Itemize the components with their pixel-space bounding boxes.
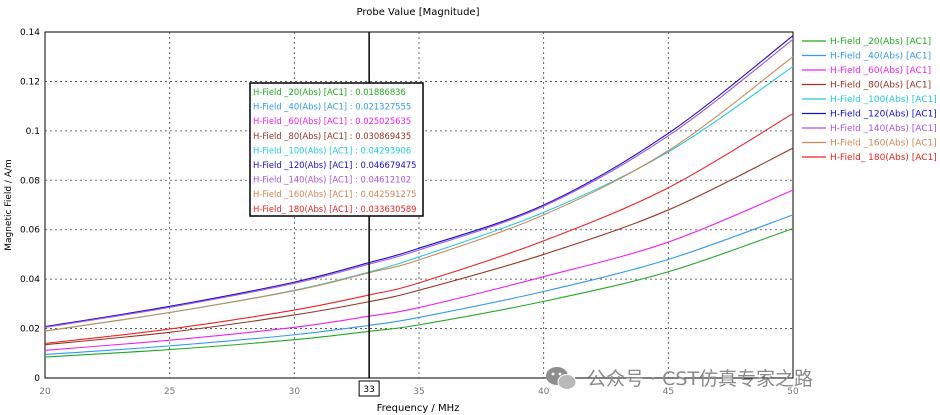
legend-entry: H-Field _120(Abs) [AC1] [830,110,937,120]
series-line [44,227,794,358]
readout-box-frame [249,82,424,217]
y-tick-label: 0.02 [20,325,40,335]
readout-box: H-Field _20(Abs) [AC1] : 0.01886836 H-Fie… [249,82,424,217]
series-line [44,214,794,356]
watermark-text: 公众号 · CST仿真专家之路 [587,368,813,390]
marker-label: 33 [363,385,374,395]
series-line [44,147,794,346]
y-axis-ticks: 0 0.02 0.04 0.06 0.08 0.1 0.12 0.14 [20,28,40,384]
legend-entry: H-Field _80(Abs) [AC1] [830,81,931,91]
x-tick-label: 40 [538,387,550,397]
x-axis-label: Frequency / MHz [377,403,460,414]
readout-entry: H-Field _160(Abs) [AC1] : 0.042591275 [253,189,416,199]
legend-entry: H-Field _60(Abs) [AC1] [830,66,931,76]
y-tick-label: 0.1 [26,127,40,137]
legend-entry: H-Field_ 180(Abs) [AC1] [830,153,937,163]
y-tick-label: 0 [34,374,40,384]
x-tick-label: 30 [289,387,301,397]
y-tick-label: 0.14 [20,28,40,38]
x-tick-label: 50 [787,387,799,397]
legend-entry: H-Field _160(Abs) [AC1] [830,139,937,149]
readout-entry: H-Field _40(Abs) [AC1] : 0.021327555 [253,102,411,112]
x-tick-label: 45 [663,387,674,397]
y-axis-label: Magnetic Field / A/m [4,159,14,251]
y-tick-label: 0.12 [20,77,40,87]
y-tick-label: 0.06 [20,226,40,236]
readout-entry: H-Field _100(Abs) [AC1] : 0.04293906 [253,145,411,155]
x-axis-ticks: 20 25 30 35 40 45 50 [39,387,799,397]
series-line [44,56,794,332]
readout-entry: H-Field _20(Abs) [AC1] : 0.01886836 [253,87,406,97]
readout-entry: H-Field_ 180(Abs) [AC1] : 0.033630589 [253,204,416,214]
legend-entry: H-Field _40(Abs) [AC1] [830,52,931,62]
x-tick-label: 25 [164,387,175,397]
series-line [44,113,794,344]
legend-entry: H-Field _20(Abs) [AC1] [830,37,931,47]
y-tick-label: 0.04 [20,275,40,285]
series-line [44,189,794,351]
wechat-icon [546,367,577,390]
series-line [44,38,794,328]
x-tick-label: 35 [413,387,424,397]
series-line [44,35,794,328]
legend-entry: H-Field _140(Abs) [AC1] [830,124,937,134]
chart-title: Probe Value [Magnitude] [357,7,480,18]
readout-entry: H-Field _140(Abs) [AC1] : 0.04612102 [253,175,411,185]
legend-entry: H-Field _100(Abs) [AC1] [830,95,937,105]
legend: H-Field _20(Abs) [AC1] H-Field _40(Abs) [… [802,37,937,163]
marker-label-box[interactable] [358,380,380,397]
readout-entry: H-Field _80(Abs) [AC1] : 0.030869435 [253,131,411,141]
series-lines [44,35,794,358]
readout-entry: H-Field _60(Abs) [AC1] : 0.025025635 [253,116,411,126]
x-tick-label: 20 [39,387,51,397]
watermark: 公众号 · CST仿真专家之路 [546,367,813,390]
readout-entry: H-Field _120(Abs) [AC1] : 0.046679475 [253,160,416,170]
y-tick-label: 0.08 [20,176,40,186]
